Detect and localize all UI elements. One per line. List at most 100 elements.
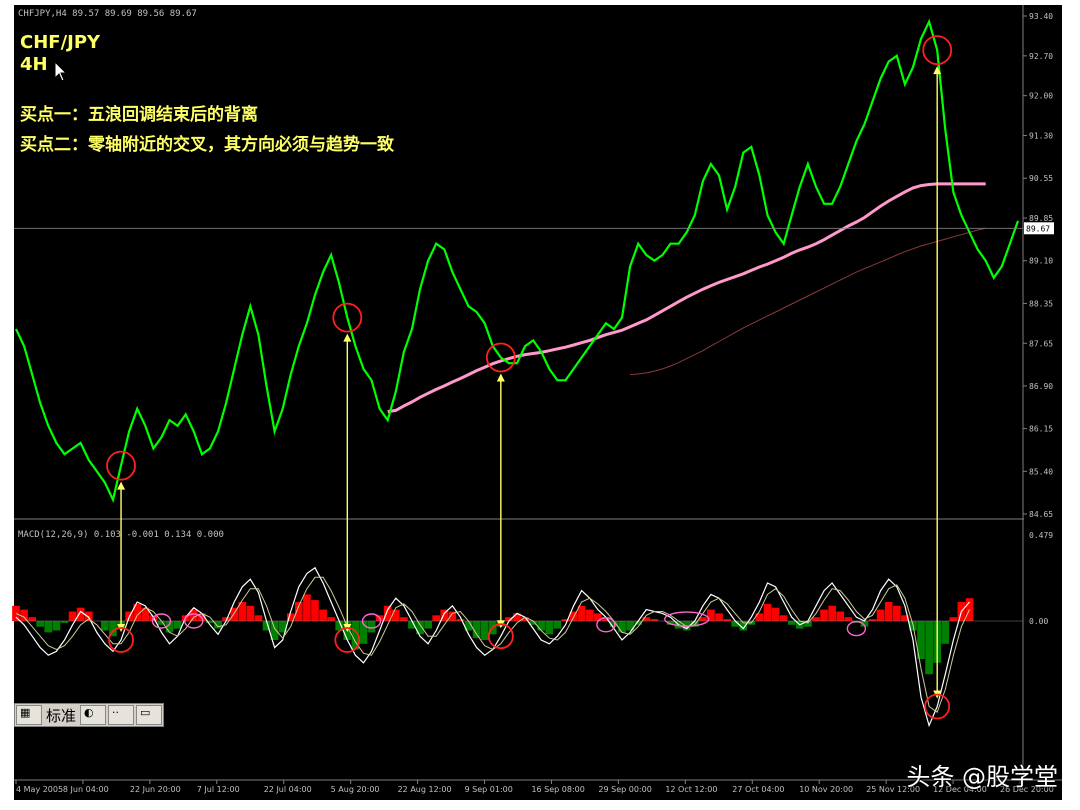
symbol-header: CHFJPY,H4 89.57 89.69 89.56 89.67 — [18, 9, 197, 19]
price-y-tick-label: 86.90 — [1029, 382, 1053, 391]
macd-histogram-bar — [836, 611, 845, 621]
macd-histogram-bar — [416, 621, 424, 635]
macd-histogram-bar — [650, 619, 659, 621]
x-tick-label: 7 Jul 12:00 — [197, 785, 240, 794]
buy-point-4-price-circle — [922, 35, 953, 66]
buy-note-1: 买点一：五浪回调结束后的背离 — [20, 104, 258, 125]
crossing-circle — [184, 613, 204, 629]
macd-histogram-bar — [84, 611, 93, 621]
macd-histogram-bar — [787, 621, 796, 625]
slow-moving-average — [630, 227, 986, 376]
buy-point-3-price-circle — [485, 342, 516, 373]
toolbar-label[interactable]: 标准 — [46, 706, 77, 725]
x-tick-label: 5 Aug 20:00 — [331, 785, 380, 794]
grid-icon[interactable]: ▭ — [136, 705, 163, 725]
macd-histogram-bar — [529, 621, 537, 625]
macd-histogram-bar — [133, 603, 142, 621]
dots-icon[interactable]: ·· — [108, 705, 135, 725]
macd-histogram-bar — [206, 621, 214, 623]
macd-histogram-bar — [602, 617, 610, 621]
current-price-label: 89.67 — [1026, 224, 1050, 233]
buy-note-2: 买点二：零轴附近的交叉，其方向必须与趋势一致 — [20, 134, 395, 155]
macd-histogram-bar — [537, 621, 546, 631]
x-tick-label: 4 May 2005 — [16, 785, 63, 794]
macd-histogram-bar — [464, 621, 473, 631]
macd-histogram-bar — [505, 617, 513, 621]
macd-y-tick-label: 0.00 — [1029, 617, 1048, 626]
price-y-tick-label: 87.65 — [1029, 339, 1053, 348]
crossing-circle — [846, 620, 867, 637]
chart-icon[interactable]: ▦ — [16, 705, 42, 725]
macd-histogram-bar — [68, 611, 77, 621]
price-y-tick-label: 93.40 — [1029, 12, 1053, 21]
macd-histogram-bar — [876, 609, 885, 621]
macd-histogram-bar — [254, 615, 263, 621]
macd-histogram-bar — [286, 613, 295, 621]
macd-histogram-bar — [262, 621, 271, 631]
x-tick-label: 12 Oct 12:00 — [665, 785, 717, 794]
macd-histogram-bar — [472, 621, 481, 639]
macd-histogram-bar — [400, 617, 408, 621]
buy-point-4-arrowhead-up — [933, 66, 942, 75]
macd-histogram-bar — [699, 617, 707, 621]
macd-histogram-bar — [925, 621, 933, 675]
price-y-tick-label: 89.85 — [1029, 214, 1053, 223]
macd-histogram-bar — [545, 621, 554, 635]
macd-histogram-bar — [844, 617, 853, 621]
macd-histogram-bar — [812, 617, 820, 621]
buy-point-2-price-circle — [332, 302, 363, 333]
macd-histogram-bar — [44, 621, 53, 633]
buy-point-2-arrowhead-up — [343, 333, 352, 342]
x-tick-label: 26 Dec 20:00 — [1000, 785, 1054, 794]
macd-histogram-bar — [157, 621, 166, 625]
buy-point-3-arrowhead-up — [496, 373, 505, 382]
macd-histogram-bar — [327, 617, 335, 621]
macd-histogram-bar — [28, 617, 36, 621]
x-tick-label: 22 Aug 12:00 — [398, 785, 452, 794]
macd-histogram-bar — [779, 615, 788, 621]
macd-histogram-bar — [440, 609, 449, 621]
macd-histogram-bar — [230, 607, 239, 621]
macd-histogram-bar — [715, 613, 723, 621]
macd-histogram-bar — [173, 621, 182, 629]
macd-histogram-bar — [553, 621, 562, 629]
macd-histogram-bar — [222, 617, 230, 621]
macd-histogram-bar — [561, 619, 570, 621]
mouse-cursor-icon — [54, 60, 68, 82]
buy-point-1-macd-circle — [108, 627, 134, 653]
price-y-tick-label: 88.35 — [1029, 299, 1053, 308]
macd-histogram-bar — [278, 621, 287, 633]
macd-histogram-bar — [408, 621, 416, 629]
macd-histogram-bar — [771, 607, 780, 621]
macd-histogram-bar — [351, 621, 360, 650]
macd-histogram-bar — [593, 613, 602, 621]
macd-histogram-bar — [892, 605, 901, 621]
x-tick-label: 22 Jun 20:00 — [130, 785, 181, 794]
price-y-tick-label: 91.30 — [1029, 132, 1053, 141]
macd-histogram-bar — [36, 621, 45, 627]
moon-icon[interactable]: ◐ — [80, 705, 107, 725]
macd-histogram-bar — [577, 605, 586, 621]
macd-histogram-bar — [804, 621, 812, 627]
macd-histogram-bar — [141, 607, 150, 621]
macd-histogram-bar — [828, 605, 836, 621]
macd-histogram-bar — [480, 621, 489, 640]
mini-toolbar[interactable]: ▦ 标准 ◐ ·· ▭ — [14, 703, 165, 727]
macd-histogram-bar — [820, 609, 828, 621]
crossing-circle — [663, 611, 710, 627]
x-tick-label: 16 Sep 08:00 — [531, 785, 584, 794]
macd-histogram-bar — [109, 621, 117, 637]
macd-histogram-bar — [723, 619, 731, 621]
crossing-circle — [596, 617, 616, 633]
macd-histogram-bar — [101, 621, 109, 631]
macd-histogram-bar — [246, 605, 255, 621]
macd-histogram-bar — [610, 621, 618, 627]
macd-histogram-bar — [424, 621, 432, 629]
x-tick-label: 27 Oct 04:00 — [732, 785, 784, 794]
macd-histogram-bar — [642, 617, 651, 621]
macd-histogram-bar — [690, 621, 699, 627]
macd-label: MACD(12,26,9) 0.103 -0.001 0.134 0.000 — [18, 530, 224, 540]
x-tick-label: 29 Sep 00:00 — [598, 785, 651, 794]
buy-point-1-price-circle — [106, 450, 136, 481]
price-y-tick-label: 84.65 — [1029, 510, 1053, 519]
